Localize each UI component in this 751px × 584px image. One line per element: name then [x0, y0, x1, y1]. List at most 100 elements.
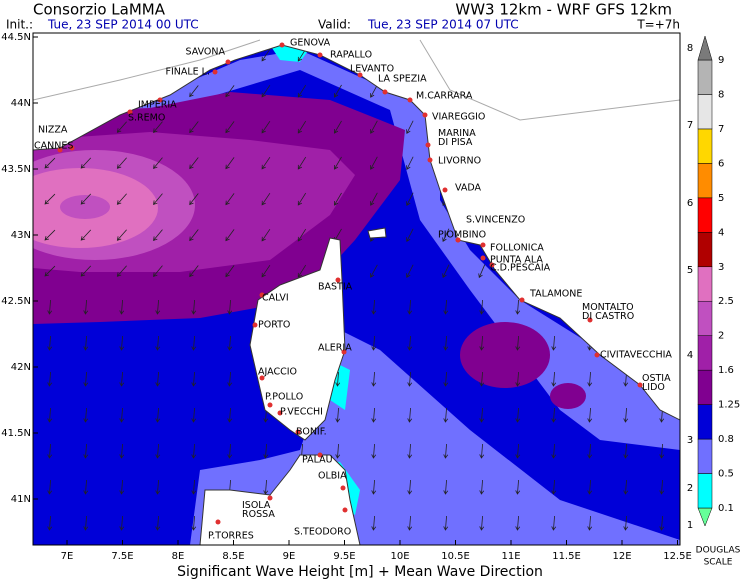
arrow — [334, 192, 342, 206]
arrow — [153, 229, 163, 241]
arrow — [80, 157, 92, 169]
place-marker — [489, 262, 495, 268]
place-marker — [335, 277, 341, 283]
arrow — [155, 335, 161, 351]
arrow — [479, 479, 485, 495]
arrow — [370, 264, 378, 278]
arrow — [406, 264, 414, 278]
arrow — [587, 515, 593, 531]
place-marker — [57, 147, 63, 153]
arrow — [116, 229, 127, 241]
arrow — [83, 407, 89, 423]
place-label: C.D.PESCAIA — [490, 263, 551, 274]
colorbar-label: 9 — [718, 55, 724, 66]
arrow — [371, 479, 377, 495]
arrow — [515, 443, 521, 459]
place-marker — [157, 97, 163, 103]
arrow — [225, 265, 235, 278]
map-area — [33, 33, 680, 545]
colorbar-label: 0.1 — [718, 503, 734, 514]
arrow — [334, 156, 342, 170]
footer: Significant Wave Height [m] + Mean Wave … — [177, 564, 543, 580]
init-time: Tue, 23 SEP 2014 00 UTC — [47, 18, 199, 32]
arrow — [189, 121, 199, 134]
arrow — [119, 515, 125, 531]
lon-label: 12E — [612, 551, 631, 562]
arrow — [479, 299, 485, 315]
lat-label: 41.5N — [1, 428, 31, 439]
arrow — [227, 371, 233, 387]
place-marker — [225, 59, 231, 65]
colorbar-segment — [697, 266, 713, 302]
place-marker — [295, 429, 301, 435]
place-marker — [317, 452, 323, 458]
arrow — [116, 121, 127, 133]
place-marker — [340, 485, 346, 491]
arrow — [119, 371, 125, 387]
place-marker — [407, 97, 413, 103]
arrow — [551, 479, 557, 495]
arrow — [261, 156, 271, 170]
arrow — [443, 479, 449, 495]
place-marker — [267, 495, 273, 501]
place-marker — [637, 382, 643, 388]
arrow — [227, 335, 233, 351]
arrow — [371, 299, 377, 315]
arrow — [83, 371, 89, 387]
place-label: DI CASTRO — [582, 311, 634, 322]
arrow — [371, 443, 377, 459]
arrow — [406, 192, 414, 206]
arrow — [153, 265, 163, 277]
lon-label: 8.5E — [222, 551, 244, 562]
douglas-label: 3 — [687, 435, 693, 446]
place-marker — [480, 242, 486, 248]
place-label: PALAU — [302, 455, 333, 466]
lon-label: 12.5E — [663, 551, 692, 562]
douglas-label: 1 — [687, 520, 693, 531]
place-marker — [422, 112, 428, 118]
arrow — [479, 515, 485, 531]
lat-label: 43.5N — [1, 164, 31, 175]
elba — [367, 227, 387, 239]
place-marker — [587, 317, 593, 323]
arrow — [119, 299, 125, 315]
place-label: P.VECCHI — [280, 407, 323, 418]
lat-label: 43N — [11, 230, 31, 241]
arrow — [119, 443, 125, 459]
arrow — [261, 84, 271, 98]
arrow — [335, 443, 341, 459]
lat-label: 42.5N — [1, 296, 31, 307]
arrow — [551, 515, 557, 531]
place-marker — [212, 69, 218, 75]
colorbar-segment — [697, 94, 713, 130]
colorbar-segment — [697, 197, 713, 233]
place-label: P.TORRES — [208, 531, 254, 542]
place-label: BASTIA — [318, 282, 353, 293]
arrow — [551, 407, 557, 423]
arrow — [44, 229, 56, 241]
place-marker — [277, 410, 283, 416]
arrow — [44, 193, 56, 205]
arrow — [225, 229, 235, 242]
arrow — [83, 335, 89, 351]
lon-label: 9.5E — [333, 551, 355, 562]
lon-label: 10.5E — [441, 551, 470, 562]
arrow — [443, 299, 449, 315]
colorbar-segment — [697, 507, 713, 527]
arrow — [225, 193, 235, 206]
arrow — [189, 229, 199, 242]
douglas-label: 8 — [687, 43, 693, 54]
place-label: GENOVA — [290, 38, 331, 49]
border — [33, 39, 680, 121]
place-label: AJACCIO — [258, 367, 297, 378]
arrow — [407, 515, 413, 531]
arrow — [261, 48, 271, 62]
colorbar-label: 8 — [718, 89, 724, 100]
arrow — [479, 335, 485, 351]
arrow — [225, 85, 235, 98]
colorbar-label: 6 — [718, 158, 724, 169]
place-label: LIVORNO — [438, 156, 481, 167]
place-label: S.TEODORO — [294, 527, 351, 538]
scale-name: SCALE — [704, 558, 733, 568]
arrow — [335, 371, 341, 387]
